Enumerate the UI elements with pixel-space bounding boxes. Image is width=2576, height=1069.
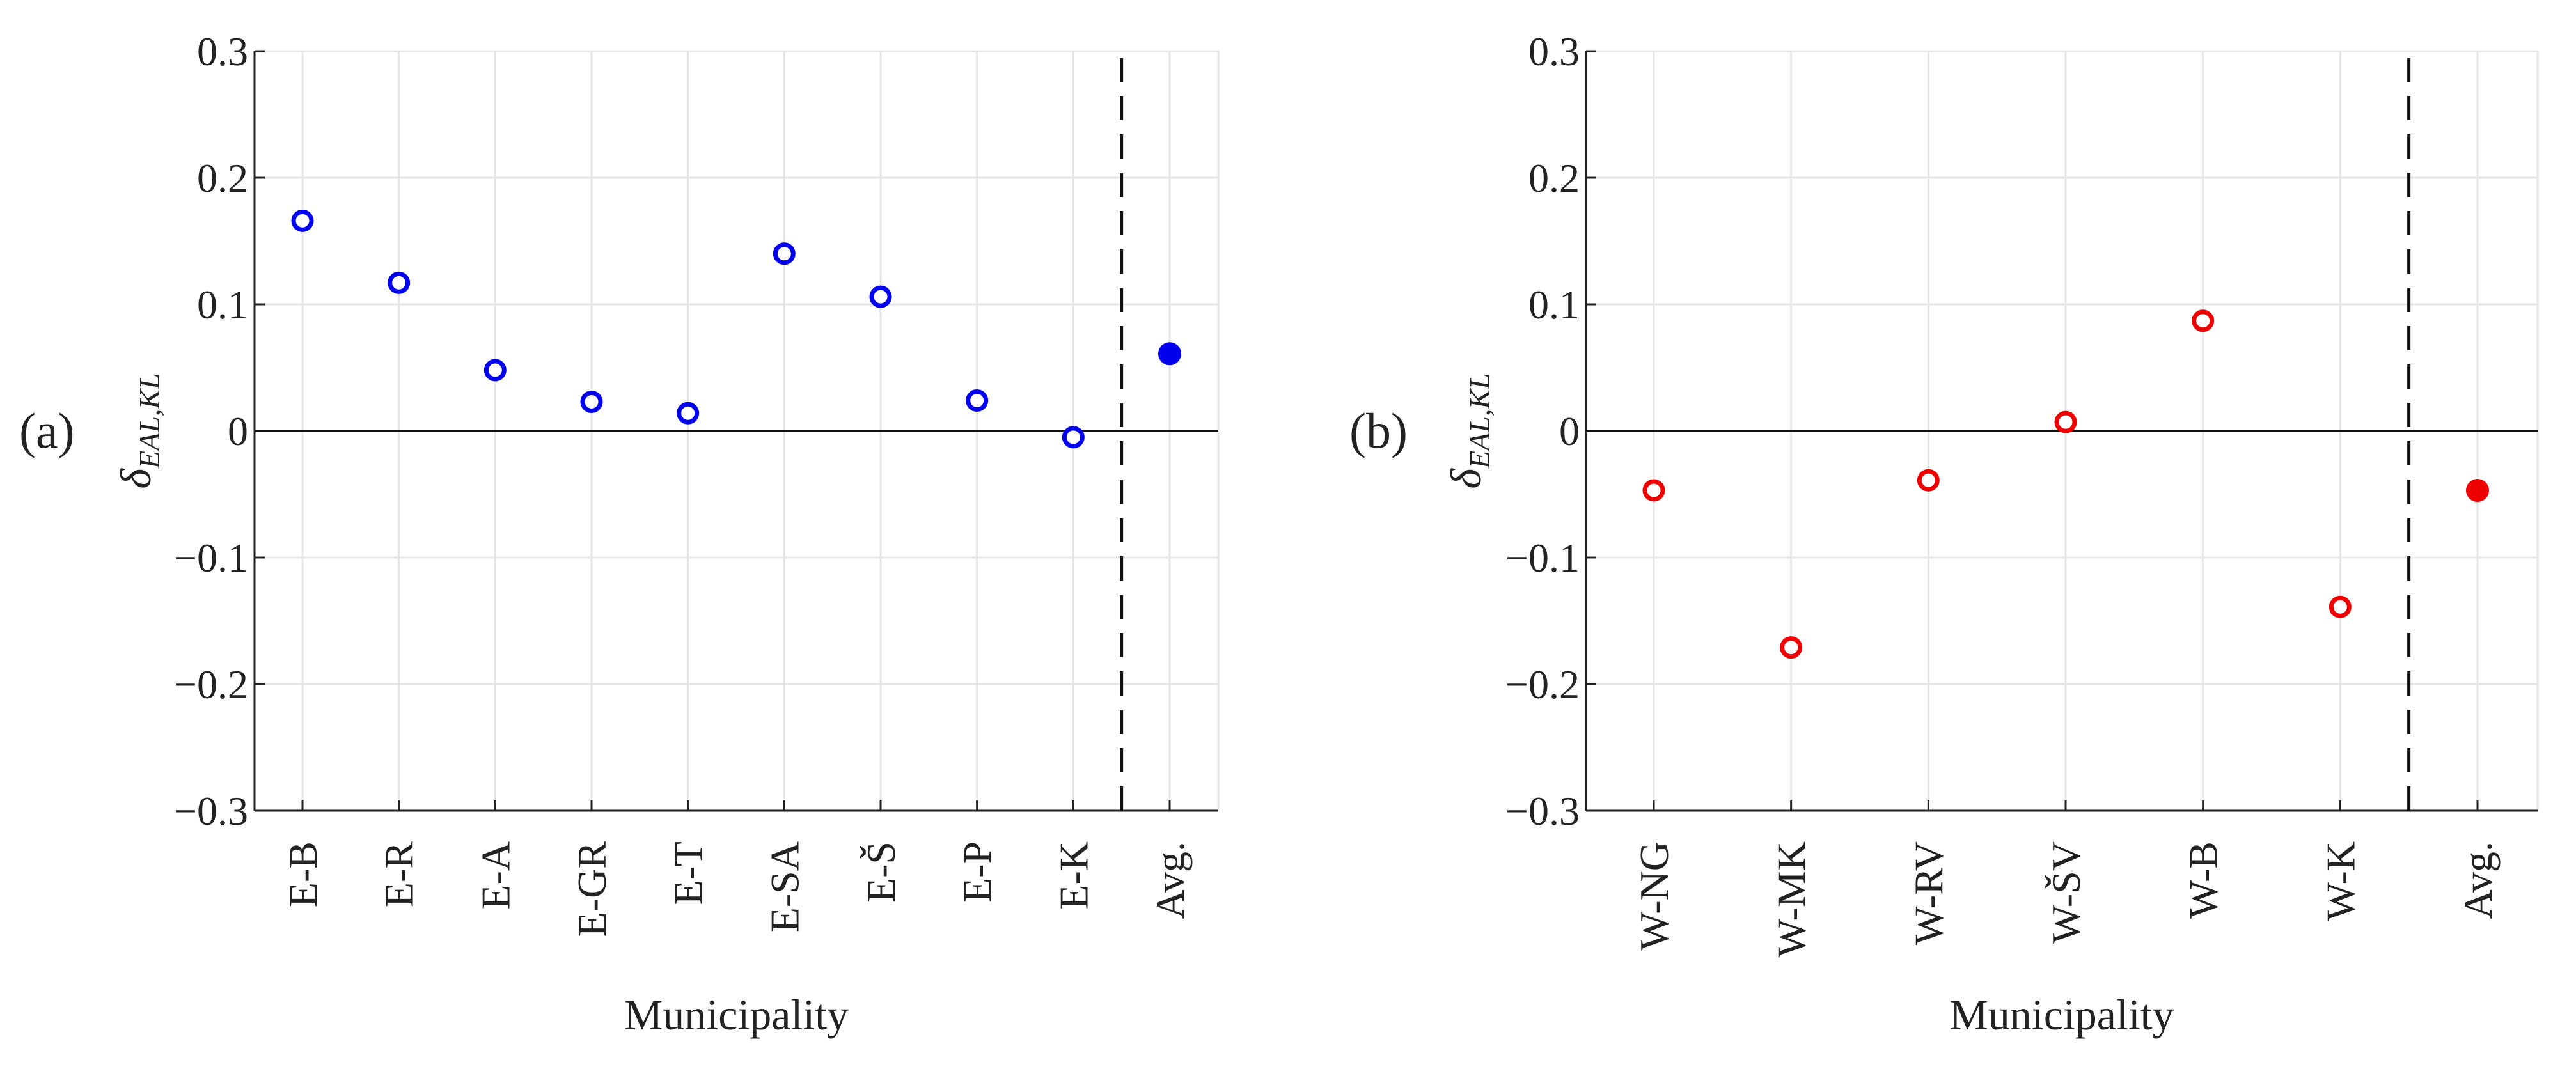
x-tick-label: E-P [955, 841, 1000, 903]
y-tick-label: −0.2 [174, 662, 248, 707]
chart-panel-b: 0.3 0.2 0.1 0 −0.1 −0.2 −0.3 W-NG W-MK W-RV W-ŠV W-… [1349, 29, 2539, 1039]
panel-label: (b) [1349, 403, 1408, 458]
panel-label: (a) [19, 403, 75, 458]
y-tick-label: −0.1 [1505, 535, 1580, 581]
average-point [1158, 342, 1181, 366]
data-point [1062, 426, 1085, 449]
y-axis-label: δEAL,KL [111, 373, 166, 488]
y-tick-label: 0.2 [1528, 155, 1580, 201]
x-tick-label: E-B [280, 841, 326, 907]
y-tick-label: 0.1 [197, 282, 248, 327]
y-tick-label: 0.2 [197, 155, 248, 201]
y-axis-label: δEAL,KL [1441, 373, 1496, 488]
chart-panel-a: 0.3 0.2 0.1 0 −0.1 −0.2 −0.3 E-B E-R E-A E-GR E-T E-… [19, 29, 1220, 1039]
data-point [291, 209, 314, 232]
y-axis-label-subscript: EAL,KL [1463, 373, 1496, 469]
x-tick-label: E-GR [569, 841, 615, 937]
data-point [2329, 595, 2352, 618]
y-tick-label: 0 [1559, 409, 1580, 454]
data-point [2054, 410, 2077, 433]
data-point [2192, 309, 2215, 332]
y-tick-label: 0.3 [197, 29, 248, 74]
y-axis-label-subscript: EAL,KL [133, 373, 166, 469]
y-axis-label-main: δ [111, 468, 160, 489]
x-tick-label: W-RV [1906, 841, 1951, 945]
y-tick-label: −0.2 [1505, 662, 1580, 707]
x-tick-label: W-B [2181, 841, 2226, 919]
x-axis-label: Municipality [624, 990, 849, 1039]
y-axis-label-main: δ [1441, 468, 1490, 489]
x-tick-label: Avg. [2455, 841, 2501, 919]
data-point [869, 285, 892, 308]
x-tick-label: E-R [377, 841, 422, 907]
x-tick-label: W-ŠV [2043, 841, 2089, 944]
x-tick-label: W-MK [1769, 841, 1814, 957]
data-point [483, 359, 507, 382]
data-point [966, 389, 989, 412]
data-point [1780, 636, 1803, 659]
x-tick-label: W-NG [1631, 841, 1677, 951]
y-tick-label: −0.3 [1505, 788, 1580, 834]
y-tick-label: −0.3 [174, 788, 248, 834]
x-tick-label: E-Š [858, 841, 904, 903]
x-tick-label: W-K [2318, 841, 2363, 921]
x-tick-label: E-K [1051, 841, 1096, 910]
data-point [388, 271, 411, 294]
y-tick-label: 0 [228, 409, 248, 454]
data-point [1642, 479, 1665, 502]
data-point [580, 390, 603, 413]
x-tick-label: E-SA [762, 841, 807, 932]
data-point [773, 242, 796, 265]
x-axis-label: Municipality [1949, 990, 2174, 1039]
average-point [2466, 479, 2489, 503]
x-tick-label: Avg. [1147, 841, 1193, 919]
x-tick-label: E-A [473, 841, 518, 910]
data-point [677, 402, 700, 425]
y-tick-label: 0.3 [1528, 29, 1580, 74]
y-tick-label: 0.1 [1528, 282, 1580, 327]
x-tick-label: E-T [666, 841, 711, 905]
y-tick-label: −0.1 [174, 535, 248, 581]
data-point [1917, 469, 1940, 492]
